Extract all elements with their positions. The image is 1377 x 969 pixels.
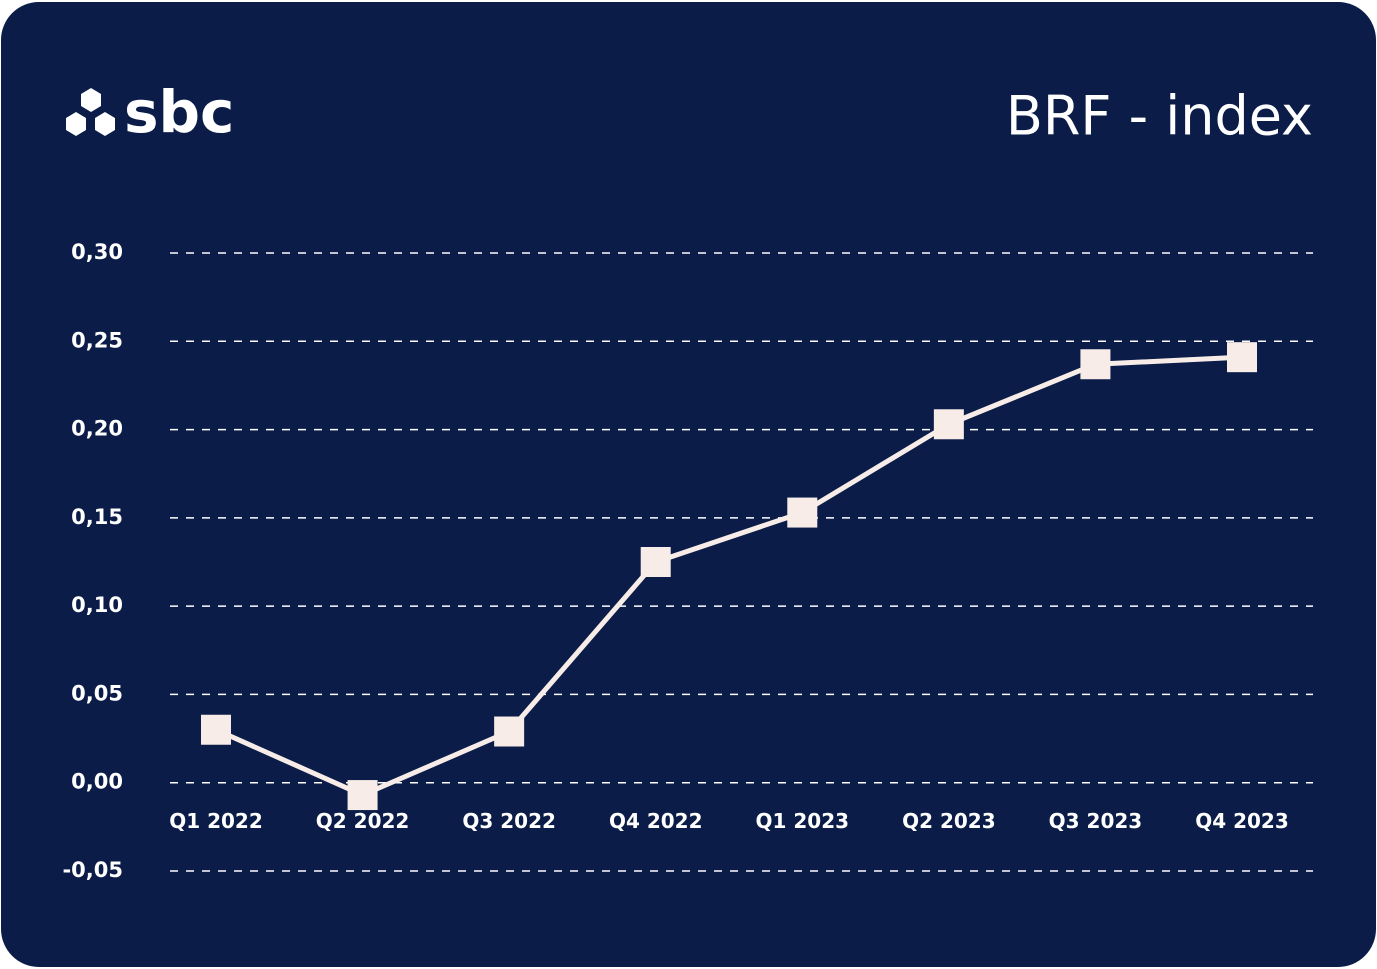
marker	[1080, 349, 1111, 380]
y-tick-label: -0,05	[62, 858, 123, 882]
y-tick-label: 0,05	[71, 681, 123, 705]
y-tick-label: 0,20	[71, 417, 123, 441]
x-tick-label: Q4 2022	[609, 809, 703, 833]
marker	[933, 409, 964, 440]
line	[214, 354, 1243, 798]
chart-title: BRF - index	[1006, 85, 1313, 148]
y-tick-label: 0,30	[71, 240, 123, 264]
marker	[640, 547, 671, 577]
x-tick-label: Q1 2023	[756, 809, 850, 833]
y-tick-label: 0,25	[71, 328, 123, 352]
y-tick-label: 0,15	[71, 505, 123, 529]
logo-icon	[66, 88, 115, 136]
y-tick-label: 0,10	[71, 593, 123, 617]
y-tick-label: 0,00	[71, 770, 123, 794]
x-tick-label: Q2 2023	[902, 809, 996, 833]
x-tick-label: Q3 2023	[1049, 809, 1143, 833]
x-tick-label: Q3 2022	[462, 809, 556, 833]
marker	[201, 714, 231, 745]
marker	[494, 716, 525, 747]
marker	[347, 780, 378, 811]
x-tick-label: Q2 2022	[316, 809, 410, 833]
x-tick-label: Q4 2023	[1195, 809, 1289, 833]
logo-text: sbc	[124, 78, 234, 146]
marker	[787, 497, 818, 528]
x-tick-label: Q1 2022	[169, 809, 263, 833]
marker	[1227, 342, 1257, 373]
